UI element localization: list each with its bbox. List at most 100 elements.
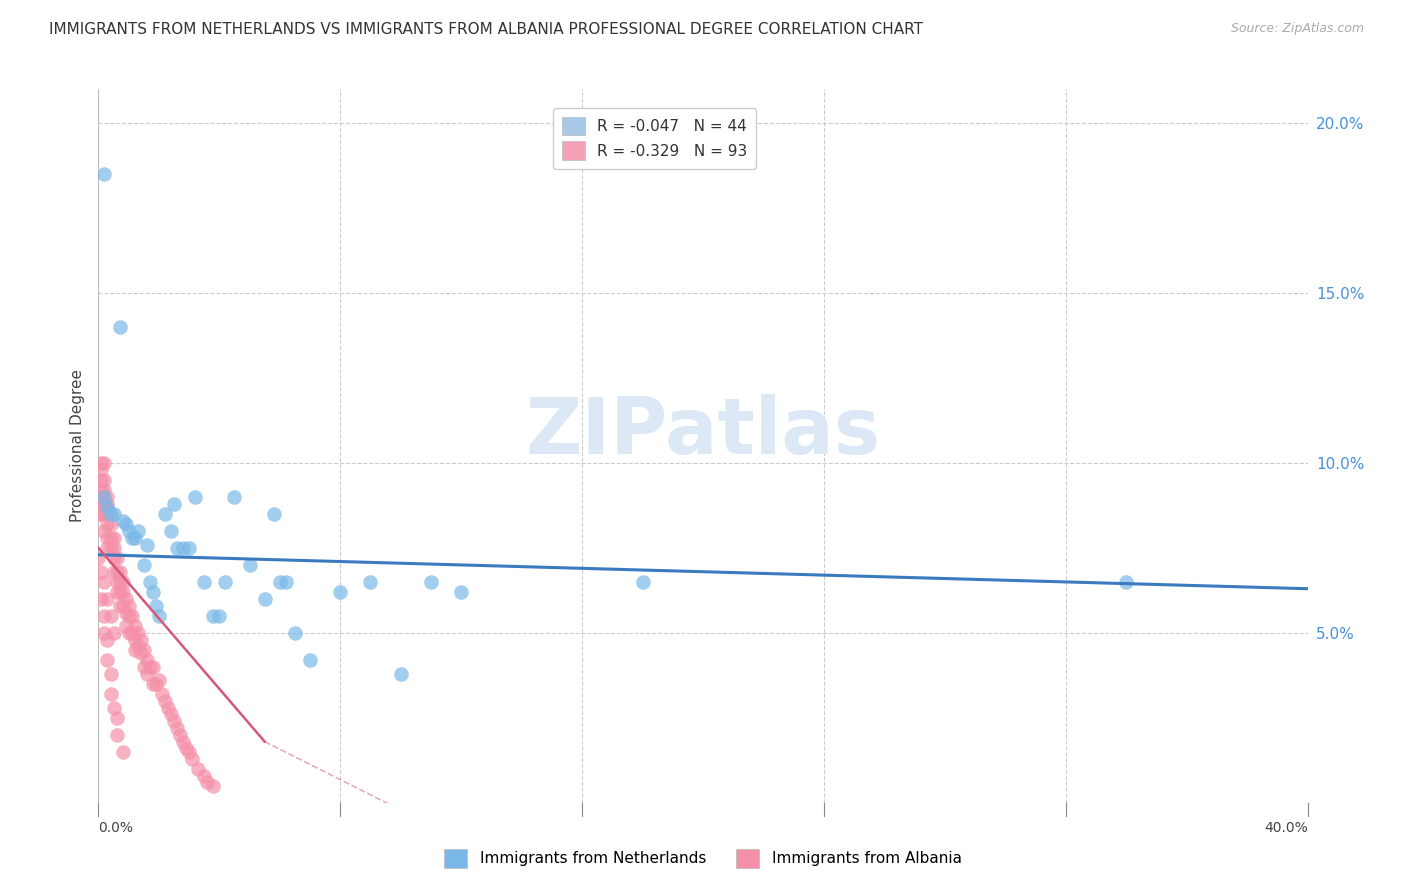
Point [124,643,146,657]
Point [224,490,246,504]
Point [103,531,125,545]
Point [93,473,115,487]
Point [263,507,285,521]
Point [108,599,131,613]
Legend: R = -0.047   N = 44, R = -0.329   N = 93: R = -0.047 N = 44, R = -0.329 N = 93 [553,108,756,169]
Point [127,524,149,538]
Point [187,762,209,776]
Point [114,517,136,532]
Point [160,524,183,538]
Point [93,497,115,511]
Point [93,574,115,589]
Point [145,677,167,691]
Point [214,574,236,589]
Point [118,524,141,538]
Point [174,741,197,756]
Point [135,666,157,681]
Point [90,591,112,606]
Point [129,646,152,660]
Text: Source: ZipAtlas.com: Source: ZipAtlas.com [1230,22,1364,36]
Text: IMMIGRANTS FROM NETHERLANDS VS IMMIGRANTS FROM ALBANIA PROFESSIONAL DEGREE CORRE: IMMIGRANTS FROM NETHERLANDS VS IMMIGRANT… [49,22,924,37]
Point [105,574,128,589]
Point [103,626,125,640]
Point [90,565,112,579]
Point [179,745,201,759]
Point [103,700,125,714]
Point [389,666,412,681]
Point [96,531,118,545]
Point [127,626,149,640]
Point [111,745,134,759]
Point [1115,574,1137,589]
Point [96,490,118,504]
Point [105,585,128,599]
Point [96,541,118,555]
Point [299,653,322,667]
Point [114,619,136,633]
Point [90,473,112,487]
Point [105,551,128,566]
Point [145,599,167,613]
Point [153,507,176,521]
Point [96,500,118,515]
Point [124,531,146,545]
Point [129,632,152,647]
Point [108,574,131,589]
Point [90,490,112,504]
Point [105,565,128,579]
Point [105,728,128,742]
Point [239,558,262,572]
Point [202,779,225,793]
Point [360,574,382,589]
Point [96,653,118,667]
Point [118,608,141,623]
Point [87,551,110,566]
Point [163,714,186,729]
Point [135,653,157,667]
Point [160,707,183,722]
Point [93,626,115,640]
Point [631,574,654,589]
Point [93,167,115,181]
Point [114,591,136,606]
Legend: Immigrants from Netherlands, Immigrants from Albania: Immigrants from Netherlands, Immigrants … [439,843,967,873]
Point [121,626,143,640]
Point [93,456,115,470]
Point [253,591,276,606]
Point [166,541,188,555]
Point [114,606,136,620]
Point [111,574,134,589]
Point [93,524,115,538]
Point [93,497,115,511]
Point [100,666,122,681]
Point [100,517,122,532]
Point [100,687,122,701]
Point [93,608,115,623]
Point [111,599,134,613]
Point [132,660,155,674]
Point [284,626,307,640]
Point [142,585,165,599]
Point [90,483,112,498]
Point [96,507,118,521]
Point [100,541,122,555]
Point [111,585,134,599]
Point [103,565,125,579]
Point [124,632,146,647]
Point [148,608,170,623]
Point [135,537,157,551]
Point [103,551,125,566]
Point [163,497,186,511]
Point [142,660,165,674]
Point [111,514,134,528]
Point [166,721,188,735]
Point [153,694,176,708]
Point [121,531,143,545]
Point [100,608,122,623]
Point [156,700,179,714]
Point [420,574,443,589]
Point [202,608,225,623]
Point [108,320,131,334]
Point [329,585,352,599]
Point [181,751,204,765]
